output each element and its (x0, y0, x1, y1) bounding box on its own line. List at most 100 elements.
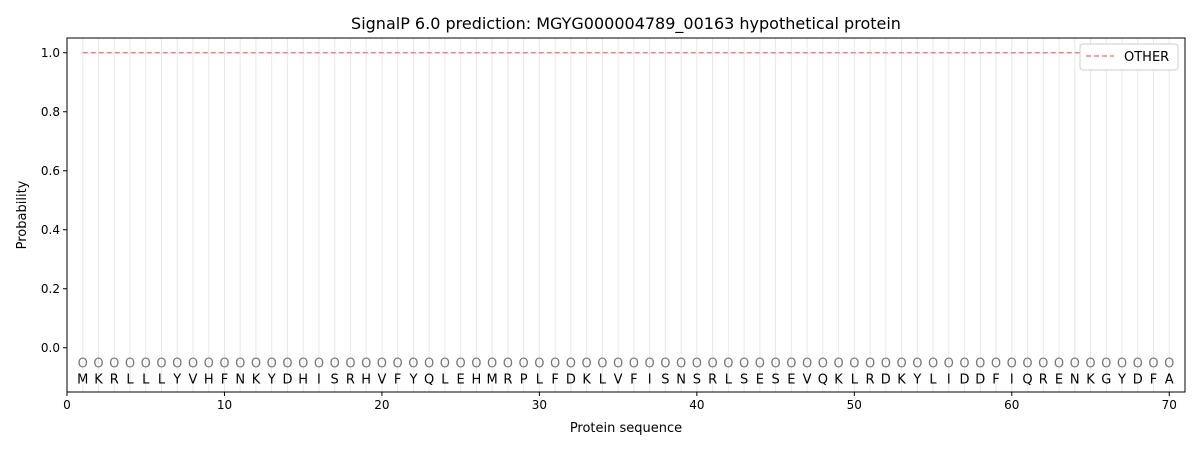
y-axis-label: Probability (15, 180, 30, 249)
residue-label: D (881, 372, 891, 387)
predicted-label: O (251, 357, 261, 372)
predicted-label: O (1007, 357, 1017, 372)
residue-label: R (503, 372, 512, 387)
x-axis-label: Protein sequence (570, 421, 682, 436)
residue-label: H (298, 372, 308, 387)
predicted-label: O (330, 357, 340, 372)
predicted-label: O (1070, 357, 1080, 372)
residue-label: S (331, 372, 339, 387)
predicted-label: O (707, 357, 717, 372)
residue-label: S (693, 372, 701, 387)
residue-label: L (126, 372, 134, 387)
legend-label-other: OTHER (1124, 50, 1169, 65)
y-tick-label: 1.0 (41, 46, 60, 60)
residue-label: N (676, 372, 686, 387)
predicted-label: O (1085, 357, 1095, 372)
predicted-label: O (660, 357, 670, 372)
grid (82, 38, 1170, 392)
residue-label: Y (912, 372, 921, 387)
chart-title: SignalP 6.0 prediction: MGYG000004789_00… (351, 14, 901, 34)
x-tick-label: 10 (217, 398, 232, 412)
predicted-label: O (802, 357, 812, 372)
predicted-label: O (912, 357, 922, 372)
predicted-label: O (597, 357, 607, 372)
predicted-label: O (235, 357, 245, 372)
predicted-label: O (944, 357, 954, 372)
x-tick-label: 40 (689, 398, 704, 412)
predicted-label: O (991, 357, 1001, 372)
residue-label: I (648, 372, 652, 387)
residue-label: D (566, 372, 576, 387)
residue-label: R (1039, 372, 1048, 387)
residue-label: F (1150, 372, 1157, 387)
residue-label: K (252, 372, 261, 387)
legend-box (1079, 43, 1179, 71)
residue-label: Y (267, 372, 276, 387)
residue-label: P (520, 372, 528, 387)
residue-label: R (110, 372, 119, 387)
residue-label: H (361, 372, 371, 387)
predicted-label: O (1022, 357, 1032, 372)
predicted-label: O (314, 357, 324, 372)
predicted-label: O (188, 357, 198, 372)
predicted-label: O (487, 357, 497, 372)
predicted-label: O (928, 357, 938, 372)
predicted-label: O (881, 357, 891, 372)
predicted-label: O (770, 357, 780, 372)
residue-label: F (992, 372, 999, 387)
residue-label: K (582, 372, 591, 387)
residue-label: S (771, 372, 779, 387)
residue-label: L (599, 372, 607, 387)
predicted-label: O (865, 357, 875, 372)
residue-label: L (158, 372, 166, 387)
predicted-label: O (393, 357, 403, 372)
residue-label: L (929, 372, 937, 387)
predicted-label: O (676, 357, 686, 372)
predicted-label: O (1054, 357, 1064, 372)
predicted-label: O (1133, 357, 1143, 372)
residue-label: I (1010, 372, 1014, 387)
predicted-label: O (78, 357, 88, 372)
residue-label: F (221, 372, 228, 387)
x-tick-label: 30 (532, 398, 547, 412)
residue-label: D (975, 372, 985, 387)
predicted-label: O (1038, 357, 1048, 372)
residue-label: V (803, 372, 812, 387)
residue-label: K (94, 372, 103, 387)
predicted-label: O (125, 357, 135, 372)
residue-label: L (536, 372, 544, 387)
predicted-label: O (298, 357, 308, 372)
residue-label: V (614, 372, 623, 387)
predicted-label: O (204, 357, 214, 372)
predicted-label: O (519, 357, 529, 372)
residue-label: I (947, 372, 951, 387)
predicted-label: O (613, 357, 623, 372)
residue-label: Q (424, 372, 434, 387)
x-tick-label: 50 (847, 398, 862, 412)
residue-label: I (317, 372, 321, 387)
predicted-label: O (456, 357, 466, 372)
x-ticks: 0 10 20 30 40 50 60 70 (63, 392, 1177, 412)
predicted-label: O (818, 357, 828, 372)
predicted-label: O (786, 357, 796, 372)
residue-label: V (377, 372, 386, 387)
residue-label: V (189, 372, 198, 387)
predicted-label: O (440, 357, 450, 372)
predicted-label: O (141, 357, 151, 372)
predicted-label: O (282, 357, 292, 372)
predicted-label: O (503, 357, 513, 372)
residue-label: F (551, 372, 558, 387)
residue-label: K (1086, 372, 1095, 387)
y-tick-label: 0.4 (41, 223, 60, 237)
residue-label: Q (818, 372, 828, 387)
predicted-label: O (1117, 357, 1127, 372)
residue-label: R (866, 372, 875, 387)
predicted-label: O (534, 357, 544, 372)
predicted-label: O (424, 357, 434, 372)
predicted-label: O (692, 357, 702, 372)
predicted-label: O (156, 357, 166, 372)
predicted-label: O (645, 357, 655, 372)
residue-label: S (740, 372, 748, 387)
predicted-label: O (849, 357, 859, 372)
